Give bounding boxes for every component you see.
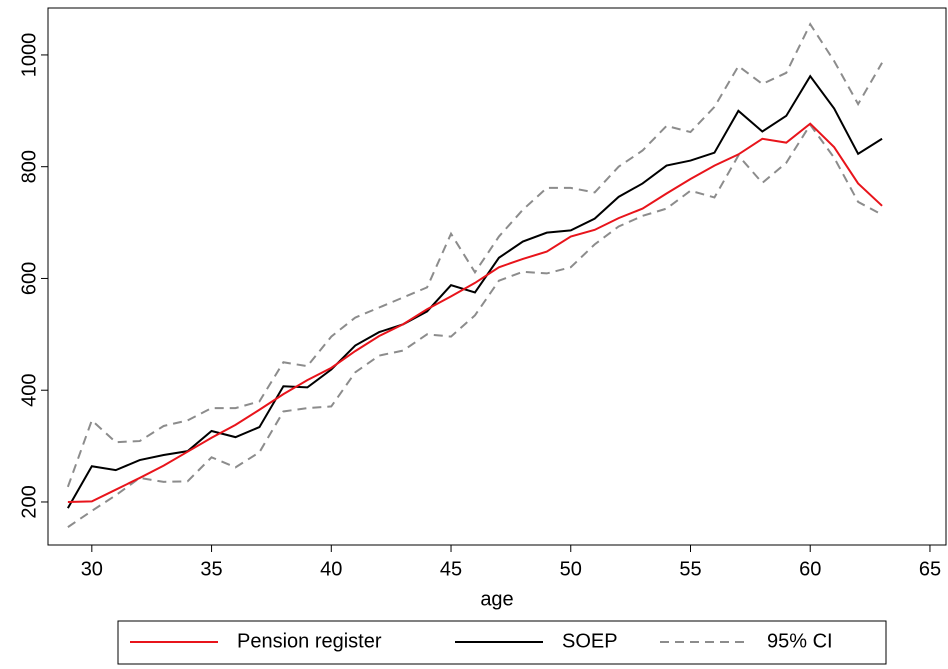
x-tick-label: 40	[320, 558, 342, 580]
series-line	[67, 123, 883, 528]
x-tick-label: 30	[81, 558, 103, 580]
x-tick-label: 65	[919, 558, 941, 580]
y-tick-label: 800	[18, 150, 40, 183]
x-tick-label: 55	[679, 558, 701, 580]
legend-label: Pension register	[237, 630, 382, 652]
x-tick-label: 45	[440, 558, 462, 580]
y-tick-label: 200	[18, 485, 40, 518]
x-tick-label: 60	[799, 558, 821, 580]
x-tick-label: 35	[200, 558, 222, 580]
plot-frame	[47, 7, 947, 546]
x-tick-label: 50	[560, 558, 582, 580]
legend-box	[117, 620, 887, 665]
y-tick-label: 400	[18, 374, 40, 407]
series-line	[66, 22, 883, 488]
x-axis-label: age	[480, 588, 513, 610]
y-tick-label: 1000	[18, 33, 40, 78]
legend-label: SOEP	[562, 630, 618, 652]
series-line	[67, 122, 883, 503]
y-tick-label: 600	[18, 262, 40, 295]
series-line	[67, 74, 883, 509]
legend-label: 95% CI	[767, 630, 833, 652]
